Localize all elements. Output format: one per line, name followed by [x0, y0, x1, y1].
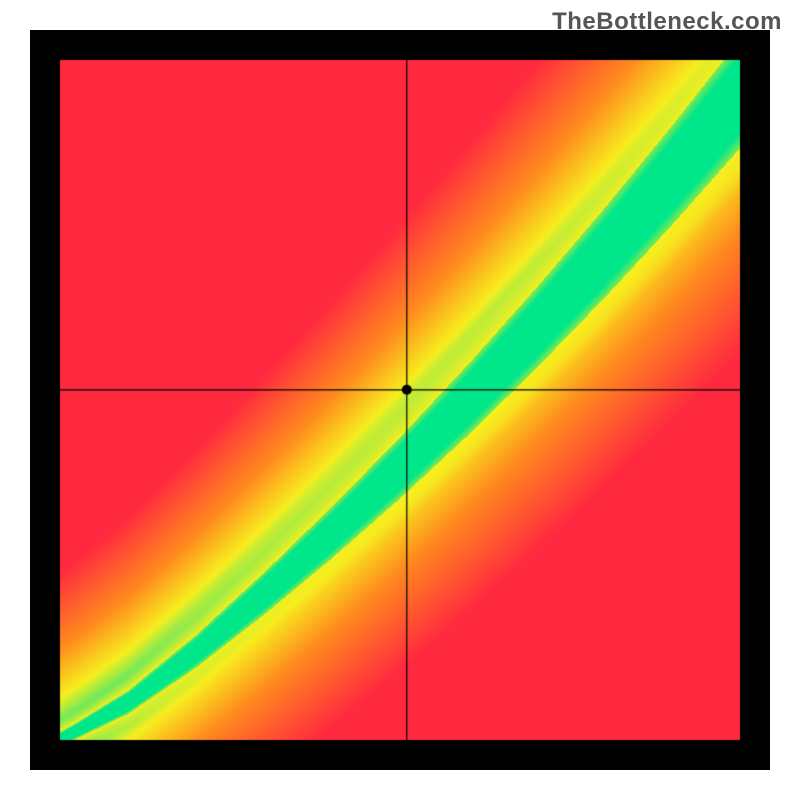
heatmap-canvas — [30, 30, 770, 770]
watermark-text: TheBottleneck.com — [552, 8, 782, 36]
plot-frame — [30, 30, 770, 770]
chart-container: TheBottleneck.com — [0, 0, 800, 800]
